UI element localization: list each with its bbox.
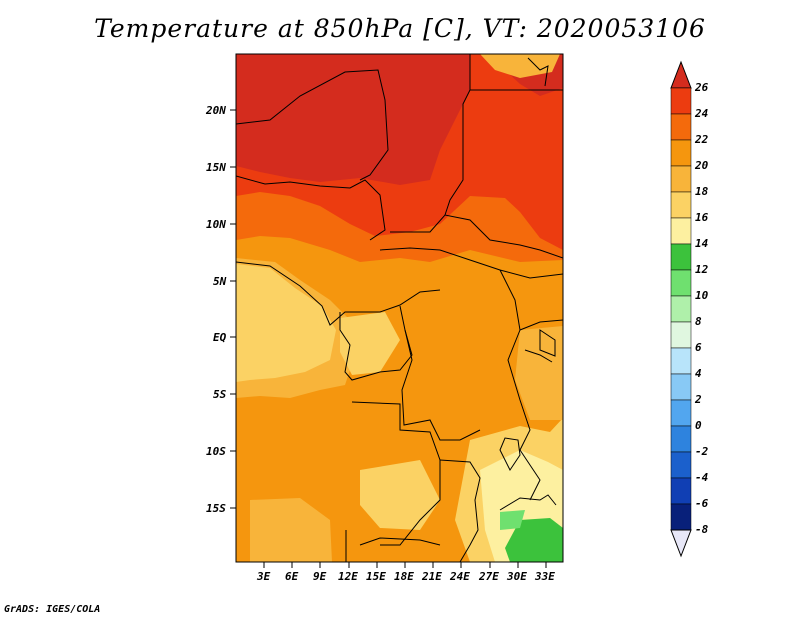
colorbar-label-m8: -8 [695,523,709,536]
colorbar-seg-0 [670,425,692,453]
colorbar-label-18: 18 [695,185,709,198]
band-cool-ne [480,54,560,78]
colorbar-top-arrow [670,60,692,89]
colorbar-label-16: 16 [695,211,709,224]
band-green-light [500,510,525,530]
band-cool-southwest [250,498,332,562]
colorbar-label-12: 12 [695,263,709,276]
colorbar-seg-16 [670,217,692,245]
band-cooler-west [236,264,336,382]
colorbar-seg-4 [670,373,692,401]
lon-label-12e: 12E [338,570,358,583]
colorbar-label-4: 4 [695,367,702,380]
lat-label-5n: 5N [213,275,227,288]
colorbar-seg-20 [670,165,692,193]
colorbar-bottom-arrow [670,529,692,558]
band-cool-east [515,326,563,420]
colorbar-label-0: 0 [695,419,702,432]
colorbar-label-8: 8 [695,315,702,328]
lat-label-10n: 10N [206,218,226,231]
colorbar-seg-14 [670,243,692,271]
lon-label-9e: 9E [313,570,327,583]
lat-label-20n: 20N [206,104,226,117]
lat-label-5s: 5S [213,388,227,401]
colorbar-seg-m6 [670,503,692,531]
lon-label-18e: 18E [394,570,414,583]
lon-label-21e: 21E [422,570,442,583]
temperature-field [236,54,563,562]
lon-label-15e: 15E [366,570,386,583]
band-cooler-congo [340,312,400,375]
colorbar-seg-m2 [670,451,692,479]
colorbar-seg-18 [670,191,692,219]
colorbar-seg-26 [670,87,692,115]
colorbar-label-14: 14 [695,237,709,250]
colorbar-label-22: 22 [695,133,709,146]
colorbar-label-20: 20 [695,159,709,172]
lat-label-15n: 15N [206,161,226,174]
lon-label-24e: 24E [450,570,470,583]
lat-label-15s: 15S [206,502,226,515]
lon-label-6e: 6E [285,570,299,583]
axis-ticks [230,109,547,568]
colorbar-seg-8 [670,321,692,349]
colorbar-seg-6 [670,347,692,375]
colorbar-label-6: 6 [695,341,702,354]
map-title: Temperature at 850hPa [C], VT: 202005310… [94,14,706,43]
colorbar-label-10: 10 [695,289,709,302]
colorbar-label-24: 24 [695,107,709,120]
colorbar-label-m6: -6 [695,497,709,510]
map-frame [235,53,564,563]
colorbar-label-m2: -2 [695,445,709,458]
lon-label-27e: 27E [479,570,499,583]
lon-label-3e: 3E [257,570,271,583]
band-very-hot [236,54,470,185]
lat-label-eq: EQ [213,331,227,344]
colorbar-label-m4: -4 [695,471,709,484]
lon-label-30e: 30E [507,570,527,583]
colorbar-label-2: 2 [695,393,702,406]
colorbar-seg-2 [670,399,692,427]
colorbar [670,60,692,558]
colorbar-label-26: 26 [695,81,709,94]
colorbar-seg-24 [670,113,692,141]
band-green [505,518,563,562]
band-cooler-south [360,460,440,530]
colorbar-seg-10 [670,295,692,323]
lon-label-33e: 33E [535,570,555,583]
grads-credit: GrADS: IGES/COLA [4,604,101,615]
colorbar-seg-12 [670,269,692,297]
country-borders [236,54,563,562]
colorbar-seg-m4 [670,477,692,505]
lat-label-10s: 10S [206,445,226,458]
colorbar-seg-22 [670,139,692,167]
